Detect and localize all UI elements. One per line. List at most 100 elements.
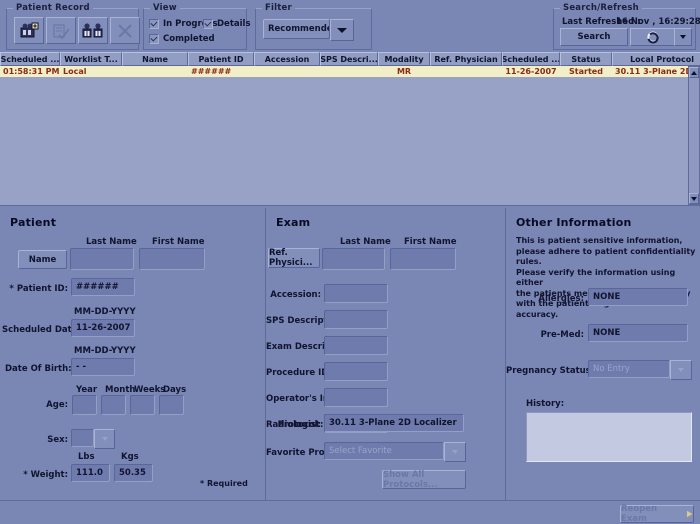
checkbox-completed-box[interactable] — [149, 34, 159, 44]
scheduled-date-input[interactable]: 11-26-2007 — [71, 319, 135, 337]
worklist-header-row: Scheduled ... Worklist T... Name Patient ID… — [0, 52, 700, 66]
exam-field-input[interactable] — [324, 310, 388, 329]
exam-field-input[interactable] — [324, 336, 388, 355]
ref-physician-button[interactable]: Ref. Physici... — [268, 248, 320, 268]
exam-field-label: SPS Description: — [266, 316, 346, 326]
checkbox-details-box[interactable] — [203, 19, 213, 29]
protocol-input[interactable]: 30.11 3-Plane 2D Localizer — [324, 414, 464, 432]
chevron-down-icon — [452, 450, 458, 454]
column-header[interactable]: Modality — [378, 52, 430, 66]
column-header[interactable]: Name — [122, 52, 188, 66]
edit-patient-button[interactable] — [46, 17, 76, 44]
checkbox-in-progress-label: In Progress — [163, 19, 218, 29]
show-all-protocols-button[interactable]: Show All Protocols... — [382, 470, 466, 490]
age-month-input[interactable] — [101, 395, 126, 415]
refresh-button[interactable] — [630, 28, 676, 46]
worklist-body[interactable]: 01:58:31 PM Local ###### MR 11-26-2007 Starte… — [0, 66, 688, 205]
add-patient-icon — [20, 22, 39, 38]
sex-label: Sex: — [47, 435, 68, 445]
age-unit-label: Month — [105, 385, 136, 395]
column-header[interactable]: Ref. Physician — [430, 52, 502, 66]
weight-unit-label: Kgs — [121, 452, 139, 462]
column-header[interactable]: Local Protocol — [612, 52, 700, 66]
checkbox-completed-label: Completed — [163, 34, 215, 44]
column-header[interactable]: Scheduled ... — [502, 52, 560, 66]
merge-patients-button[interactable] — [78, 17, 108, 44]
dob-input[interactable]: - - — [71, 358, 135, 376]
scheduled-date-value: 11-26-2007 — [76, 323, 131, 333]
exam-field-input[interactable] — [324, 284, 388, 303]
scroll-up-button[interactable] — [689, 67, 699, 78]
refresh-dropdown-button[interactable] — [674, 28, 692, 46]
table-cell-status: Started — [569, 67, 603, 76]
favorite-protocols-dropdown-button[interactable] — [444, 442, 466, 462]
reopen-exam-label: Reopen Exam — [621, 504, 658, 524]
patient-panel-title: Patient — [10, 216, 57, 229]
premed-value: NONE — [593, 328, 621, 338]
checkbox-in-progress-box[interactable] — [149, 19, 159, 29]
patient-last-name-input[interactable] — [70, 248, 134, 270]
patient-id-input[interactable]: ###### — [71, 278, 135, 296]
delete-patient-icon — [118, 23, 132, 38]
patient-first-name-input[interactable] — [139, 248, 205, 270]
patient-last-name-label: Last Name — [86, 237, 137, 247]
exam-panel: Exam Last Name First Name Ref. Physici..… — [266, 208, 506, 500]
filter-select[interactable]: Recommende... — [263, 19, 330, 39]
worklist-scrollbar[interactable] — [688, 66, 700, 205]
column-header[interactable]: SPS Descri... — [320, 52, 378, 66]
age-unit-label: Year — [76, 385, 98, 395]
exam-last-name-input[interactable] — [322, 248, 385, 270]
premed-input[interactable]: NONE — [588, 324, 688, 342]
other-panel-title: Other Information — [516, 216, 632, 229]
patient-id-label: * Patient ID: — [9, 284, 68, 294]
checkbox-details[interactable]: Details — [203, 19, 251, 29]
search-button-label: Search — [577, 32, 611, 42]
allergies-value: NONE — [593, 292, 621, 302]
column-header[interactable]: Scheduled ... — [0, 52, 60, 66]
column-header[interactable]: Patient ID — [188, 52, 254, 66]
column-header[interactable]: Worklist T... — [60, 52, 122, 66]
weight-lbs-input[interactable]: 111.0 — [71, 464, 110, 482]
reopen-exam-button[interactable]: Reopen Exam — [620, 504, 694, 524]
other-information-panel: Other Information This is patient sensit… — [506, 208, 700, 500]
age-days-input[interactable] — [159, 395, 184, 415]
table-cell-scheduled-date: 11-26-2007 — [505, 67, 557, 76]
patient-name-button[interactable]: Name — [18, 250, 67, 269]
chevron-down-icon — [101, 437, 108, 441]
premed-label: Pre-Med: — [540, 330, 584, 340]
column-header[interactable]: Accession — [254, 52, 320, 66]
footer-bar: Reopen Exam — [0, 500, 700, 524]
checkbox-completed[interactable]: Completed — [149, 34, 215, 44]
filter-dropdown-button[interactable] — [330, 19, 354, 41]
dob-value: - - — [76, 362, 87, 372]
exam-field-input[interactable] — [324, 362, 388, 381]
pregnancy-status-select[interactable]: No Entry — [588, 360, 670, 378]
column-header[interactable]: Status — [560, 52, 612, 66]
worklist-table[interactable]: Scheduled ... Worklist T... Name Patient ID… — [0, 52, 700, 205]
search-button[interactable]: Search — [560, 28, 628, 46]
age-weeks-input[interactable] — [130, 395, 155, 415]
allergies-input[interactable]: NONE — [588, 288, 688, 306]
table-row[interactable]: 01:58:31 PM Local ###### MR 11-26-2007 Starte… — [0, 66, 688, 77]
checkbox-in-progress[interactable]: In Progress — [149, 19, 218, 29]
favorite-protocols-placeholder: Select Favorite — [329, 446, 392, 456]
patient-name-button-label: Name — [28, 254, 57, 265]
weight-kgs-input[interactable]: 50.35 — [114, 464, 153, 482]
delete-patient-button[interactable] — [110, 17, 140, 44]
exam-first-name-input[interactable] — [390, 248, 456, 270]
sex-dropdown-button[interactable] — [94, 429, 115, 449]
scroll-down-button[interactable] — [689, 193, 699, 204]
chevron-up-icon — [691, 70, 697, 75]
exam-field-input[interactable] — [324, 388, 388, 407]
weight-lbs-value: 111.0 — [76, 468, 103, 478]
confidentiality-disclaimer: This is patient sensitive information, pl… — [516, 236, 700, 320]
add-patient-button[interactable] — [14, 17, 44, 44]
favorite-protocols-select[interactable]: Select Favorite — [324, 442, 444, 460]
pregnancy-dropdown-button[interactable] — [670, 360, 692, 380]
sex-input[interactable] — [71, 429, 94, 447]
weight-label: * Weight: — [23, 470, 68, 480]
age-unit-label: Days — [163, 385, 187, 395]
history-textarea[interactable] — [526, 412, 692, 462]
dob-format: MM-DD-YYYY — [74, 346, 136, 356]
age-year-input[interactable] — [72, 395, 97, 415]
